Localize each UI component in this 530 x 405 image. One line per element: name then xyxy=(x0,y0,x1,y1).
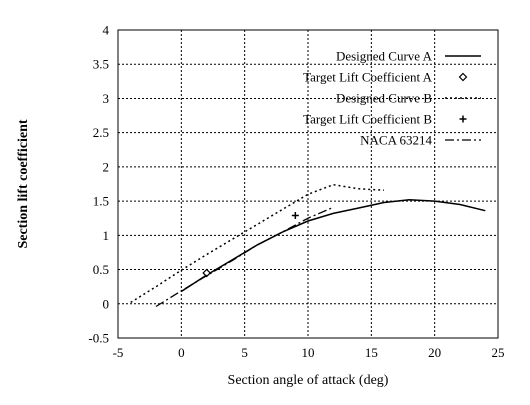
y-axis-label: Section lift coefficient xyxy=(16,119,31,248)
y-tick-label: 4 xyxy=(103,23,110,38)
y-tick-label: 3.5 xyxy=(93,57,109,72)
data-point-marker xyxy=(291,211,299,219)
legend-label: Target Lift Coefficient B xyxy=(303,112,432,127)
series-1 xyxy=(202,268,212,278)
legend-entry: Designed Curve A xyxy=(336,49,481,64)
legend-entry: Designed Curve B xyxy=(336,91,481,106)
y-tick-label: 2.5 xyxy=(93,125,109,140)
series-4 xyxy=(155,206,334,308)
series-line xyxy=(180,198,486,293)
legend: Designed Curve A Target Lift Coefficient … xyxy=(303,49,481,148)
y-tick-label: -0.5 xyxy=(88,331,109,346)
x-tick-label: -5 xyxy=(113,345,124,360)
legend-marker xyxy=(458,72,468,82)
grid xyxy=(118,30,498,338)
series-3 xyxy=(291,211,299,219)
x-tick-label: 15 xyxy=(365,345,378,360)
series-line xyxy=(155,206,334,308)
x-tick-label: 0 xyxy=(178,345,185,360)
legend-label: NACA 63214 xyxy=(360,133,432,148)
legend-label: Designed Curve B xyxy=(336,91,432,106)
series-line xyxy=(130,183,385,304)
data-point-marker xyxy=(202,268,212,278)
y-tick-label: 0.5 xyxy=(93,262,109,277)
x-tick-label: 25 xyxy=(492,345,505,360)
plot-frame xyxy=(117,29,499,339)
legend-entry: Target Lift Coefficient A xyxy=(303,70,468,85)
x-tick-label: 20 xyxy=(428,345,441,360)
y-tick-label: 1.5 xyxy=(93,194,109,209)
series-layer xyxy=(130,183,486,308)
legend-marker xyxy=(459,115,467,123)
series-2 xyxy=(130,183,385,304)
legend-entry: NACA 63214 xyxy=(360,133,481,148)
tick-labels: -5 0 5 10 15 20 25 -0.5 0 0.5 1 1.5 2 2.5 3 3.5 4 xyxy=(88,23,504,361)
y-tick-label: 0 xyxy=(103,296,110,311)
x-axis-label: Section angle of attack (deg) xyxy=(228,373,389,388)
y-tick-label: 2 xyxy=(103,159,110,174)
legend-label: Designed Curve A xyxy=(336,49,433,64)
legend-entry: Target Lift Coefficient B xyxy=(303,112,467,127)
y-tick-label: 1 xyxy=(103,228,110,243)
series-0 xyxy=(180,198,486,293)
legend-label: Target Lift Coefficient A xyxy=(303,70,433,85)
x-tick-label: 5 xyxy=(241,345,248,360)
y-tick-label: 3 xyxy=(103,91,110,106)
x-tick-label: 10 xyxy=(302,345,315,360)
